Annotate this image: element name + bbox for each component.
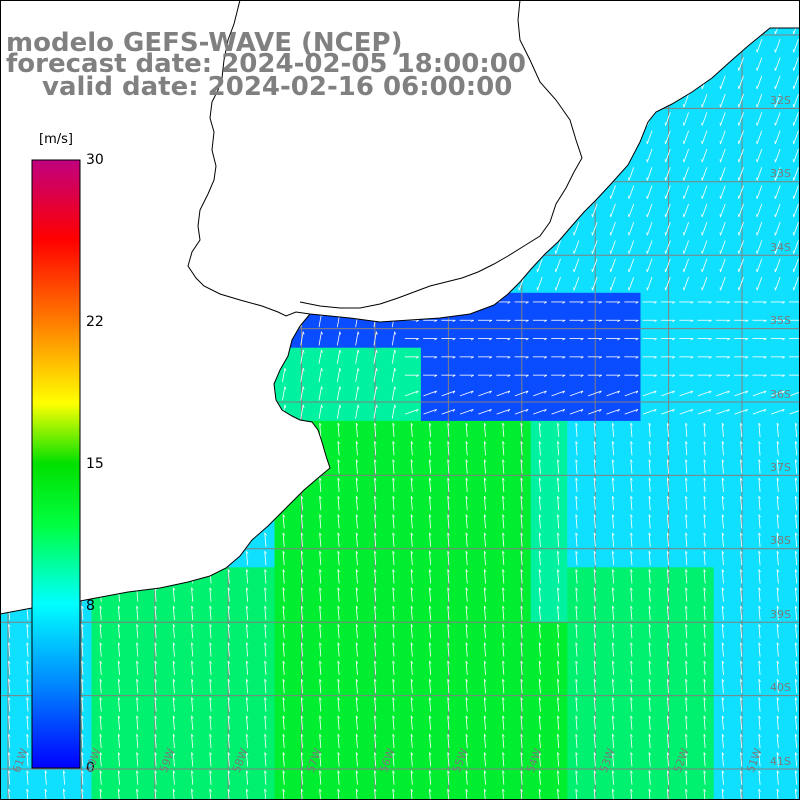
wind-speed-cell bbox=[786, 439, 800, 458]
wind-speed-cell bbox=[786, 732, 800, 751]
wind-speed-cell bbox=[786, 109, 800, 129]
wind-speed-cell bbox=[786, 36, 800, 56]
wind-speed-cell bbox=[786, 91, 800, 111]
wind-speed-cell bbox=[786, 622, 800, 641]
wind-speed-cell bbox=[786, 640, 800, 660]
wind-speed-cell bbox=[786, 786, 800, 800]
wind-speed-cell bbox=[786, 237, 800, 257]
wind-speed-cell bbox=[786, 73, 800, 92]
wind-speed-cell bbox=[786, 183, 800, 202]
wind-speed-cell bbox=[786, 146, 800, 166]
wind-speed-cell bbox=[786, 274, 800, 294]
wind-speed-cell bbox=[786, 494, 800, 513]
wind-speed-cell bbox=[786, 658, 800, 678]
wind-speed-cell bbox=[786, 219, 800, 239]
wind-speed-cell bbox=[786, 768, 800, 788]
wind-speed-cell bbox=[786, 549, 800, 568]
wind-speed-cell bbox=[786, 567, 800, 587]
wind-speed-cell bbox=[786, 402, 800, 422]
wind-speed-cell bbox=[786, 512, 800, 532]
wind-speed-cell bbox=[786, 475, 800, 495]
wind-speed-cell bbox=[786, 384, 800, 404]
wind-speed-cell bbox=[786, 201, 800, 221]
wind-speed-cell bbox=[786, 585, 800, 605]
wind-speed-cell bbox=[786, 164, 800, 184]
wind-speed-cell bbox=[786, 713, 800, 733]
wind-speed-cell bbox=[786, 128, 800, 147]
wind-speed-cell bbox=[786, 54, 800, 74]
wind-speed-cell bbox=[786, 256, 800, 275]
wind-speed-cell bbox=[786, 420, 800, 440]
wind-speed-cell bbox=[786, 695, 800, 715]
